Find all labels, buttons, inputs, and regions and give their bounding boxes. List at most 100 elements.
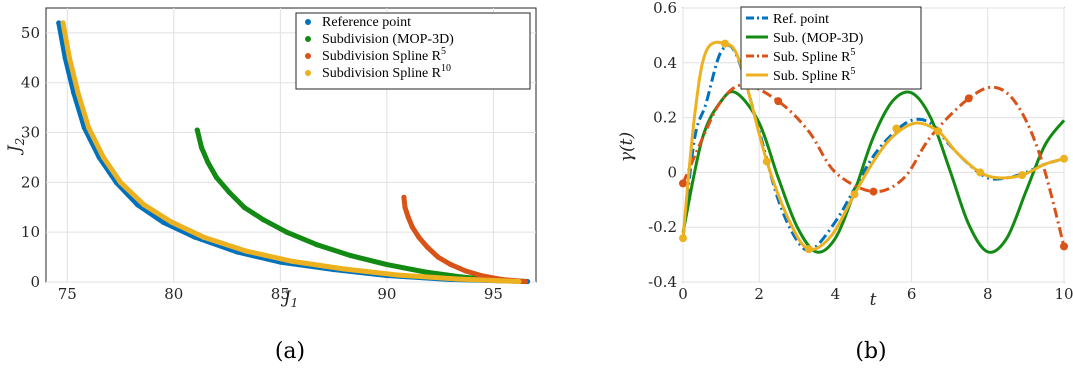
panel-b-series-2-marker bbox=[679, 179, 687, 188]
panel-b-ytick-label: 0.2 bbox=[653, 109, 677, 127]
panel-a-legend-marker bbox=[305, 19, 311, 25]
panel-a-point bbox=[201, 234, 207, 240]
panel-a-xlabel: J1 bbox=[281, 288, 298, 310]
panel-a-point bbox=[341, 266, 347, 272]
panel-b-series-3-marker bbox=[892, 124, 901, 133]
panel-b-xtick-label: 10 bbox=[1054, 285, 1073, 303]
panel-b-series-3-marker bbox=[804, 245, 813, 254]
panel-a-point bbox=[135, 202, 141, 208]
panel-a-ytick-label: 20 bbox=[21, 173, 40, 191]
panel-b-xtick-label: 6 bbox=[907, 285, 917, 303]
panel-a-ytick-label: 50 bbox=[21, 24, 40, 42]
panel-a-point bbox=[169, 219, 175, 225]
panel-a-ytick-label: 30 bbox=[21, 124, 40, 142]
panel-a-ylabel: J2 bbox=[5, 138, 27, 155]
panel-b-series-3-marker bbox=[762, 157, 771, 166]
panel-a-xtick-label: 85 bbox=[271, 285, 290, 303]
panel-a-point bbox=[516, 278, 522, 285]
panel-a-point bbox=[75, 90, 81, 96]
panel-a-point bbox=[213, 174, 220, 180]
panel-b-series-3-marker bbox=[1060, 154, 1068, 163]
panel-a-point bbox=[480, 273, 486, 279]
panel-a-point bbox=[401, 194, 407, 200]
panel-b-chart: 0 2 4 6 8 10 -0.4 -0.2 0 0.2 0.4 0.6 t γ(t) Ref. po… bbox=[617, 0, 1073, 310]
panel-a-xtick-label: 75 bbox=[58, 285, 77, 303]
panel-a-point bbox=[448, 261, 454, 268]
panel-a-point bbox=[260, 217, 266, 223]
panel-b-series-2-marker bbox=[964, 94, 973, 103]
panel-b-ticks: 0 2 4 6 8 10 -0.4 -0.2 0 0.2 0.4 0.6 bbox=[648, 0, 1073, 303]
panel-a-ticks: 75 80 85 90 95 0 10 20 30 40 50 bbox=[21, 24, 503, 303]
panel-a-legend-label: Subdivision Spline R5 bbox=[322, 46, 446, 64]
panel-b-series-1-line bbox=[681, 90, 1066, 254]
panel-b-xlabel: t bbox=[870, 290, 877, 310]
panel-a-point bbox=[284, 229, 290, 235]
panel-a-xtick-label: 95 bbox=[484, 285, 503, 303]
panel-a-legend-box bbox=[295, 12, 531, 90]
panel-b-xtick-label: 4 bbox=[831, 285, 841, 303]
panel-a-point bbox=[402, 204, 408, 210]
panel-a-point bbox=[194, 127, 200, 133]
panel-a-point bbox=[241, 204, 247, 210]
panel-a-point bbox=[348, 252, 354, 259]
panel-a-point bbox=[71, 90, 77, 96]
caption-b: (b) bbox=[855, 339, 886, 364]
panel-b-series-2-marker bbox=[1060, 242, 1068, 251]
panel-a-point bbox=[405, 214, 411, 220]
panel-a-point bbox=[62, 55, 68, 61]
panel-b-ytick-label: 0.4 bbox=[653, 54, 677, 72]
panel-a-point bbox=[522, 278, 528, 285]
panel-b-legend-label: Sub. Spline R5 bbox=[773, 66, 855, 84]
panel-b-ylabel: γ(t) bbox=[617, 132, 637, 162]
panel-a-point bbox=[424, 244, 430, 250]
panel-a-point bbox=[117, 179, 124, 185]
panel-b-ytick-label: -0.2 bbox=[648, 218, 677, 236]
panel-a-xtick-label: 80 bbox=[164, 285, 183, 303]
panel-b-legend-label: Sub. (MOP-3D) bbox=[773, 31, 864, 46]
panel-a-legend: Reference point Subdivision (MOP-3D)Subdi… bbox=[295, 12, 531, 90]
panel-a-point bbox=[141, 202, 147, 208]
panel-a-point bbox=[205, 159, 211, 166]
panel-a-legend-label: Reference point bbox=[322, 15, 411, 30]
panel-a-legend-marker bbox=[305, 70, 311, 76]
panel-a-point bbox=[409, 224, 416, 230]
panel-a-legend-label: Subdivision (MOP-3D) bbox=[322, 32, 454, 47]
panel-a-point bbox=[198, 144, 205, 151]
panel-b-legend-label: Ref. point bbox=[773, 12, 829, 27]
panel-a-point bbox=[454, 276, 460, 282]
panel-b-series-0-line bbox=[681, 43, 1065, 252]
panel-b-series-3-marker bbox=[934, 127, 943, 136]
panel-a-point bbox=[435, 254, 441, 260]
panel-b-ytick-label: 0 bbox=[667, 163, 677, 181]
panel-a-legend-marker bbox=[305, 53, 311, 59]
panel-b-xtick-label: 0 bbox=[678, 285, 688, 303]
panel-b-legend-label: Sub. Spline R5 bbox=[773, 47, 855, 65]
panel-b-series-3-marker bbox=[850, 190, 859, 199]
panel-a-point bbox=[394, 272, 401, 278]
panel-a-ytick-label: 40 bbox=[21, 74, 40, 92]
panel-b-series-2-line bbox=[681, 83, 1066, 247]
caption-a: (a) bbox=[275, 339, 305, 364]
panel-b-series-3-marker bbox=[976, 168, 985, 177]
panel-a-point bbox=[243, 248, 249, 254]
panel-b-legend-box bbox=[740, 6, 922, 90]
panel-a-ytick-label: 10 bbox=[21, 223, 40, 241]
panel-a-series bbox=[56, 20, 531, 285]
panel-a-point bbox=[56, 20, 62, 26]
panel-a-point bbox=[226, 189, 232, 195]
panel-a-point bbox=[60, 20, 66, 26]
panel-a-point bbox=[313, 242, 320, 248]
panel-a-chart: 75 80 85 90 95 0 10 20 30 40 50 J1 J2 Reference po… bbox=[5, 7, 537, 310]
panel-a-point bbox=[160, 219, 166, 225]
panel-b-xtick-label: 2 bbox=[754, 285, 764, 303]
panel-a-point bbox=[100, 154, 107, 161]
panel-a-point bbox=[416, 234, 422, 240]
panel-a-point bbox=[66, 55, 73, 61]
panel-b-series-3-marker bbox=[720, 39, 729, 48]
panel-a-point bbox=[384, 261, 390, 268]
panel-a-point bbox=[422, 269, 428, 275]
panel-b-series-3-marker bbox=[1018, 171, 1027, 180]
panel-b-series-2-marker bbox=[869, 187, 878, 196]
panel-a-point bbox=[463, 268, 469, 274]
